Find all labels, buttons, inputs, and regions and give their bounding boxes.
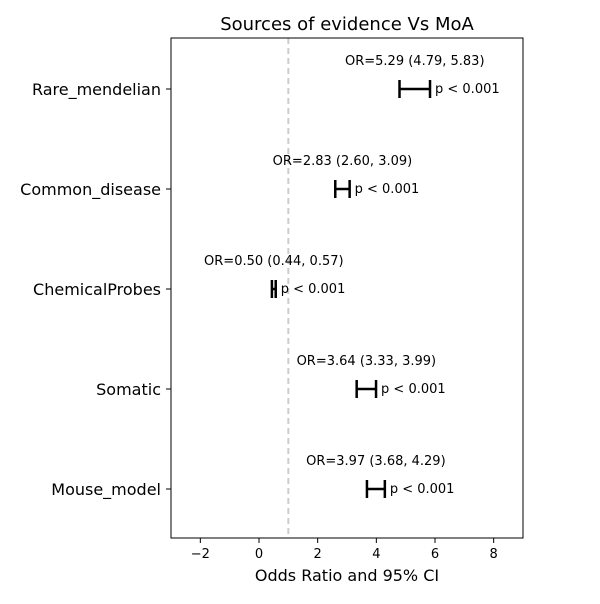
axes-frame bbox=[170, 37, 524, 539]
plot-area: −2 0 2 4 6 8 Rare_mendelian OR=5.29 (4.79, 5.83… bbox=[20, 37, 524, 562]
y-tick-label: ChemicalProbes bbox=[33, 280, 161, 299]
or-annotation: OR=3.64 (3.33, 3.99) bbox=[297, 354, 437, 369]
or-annotation: OR=2.83 (2.60, 3.09) bbox=[273, 154, 413, 169]
y-tick-label: Rare_mendelian bbox=[32, 80, 161, 100]
x-tick-label: 8 bbox=[490, 547, 498, 562]
p-value-annotation: p < 0.001 bbox=[381, 382, 446, 397]
p-value-annotation: p < 0.001 bbox=[435, 82, 500, 97]
or-annotation: OR=3.97 (3.68, 4.29) bbox=[306, 454, 446, 469]
y-tick-label: Mouse_model bbox=[51, 480, 161, 500]
x-tick-label: 0 bbox=[255, 547, 263, 562]
x-tick-label: 2 bbox=[314, 547, 322, 562]
or-annotation: OR=5.29 (4.79, 5.83) bbox=[345, 54, 485, 69]
x-tick-label: 4 bbox=[372, 547, 380, 562]
or-annotation: OR=0.50 (0.44, 0.57) bbox=[204, 254, 344, 269]
p-value-annotation: p < 0.001 bbox=[281, 282, 346, 297]
y-tick-label: Somatic bbox=[96, 380, 161, 399]
p-value-annotation: p < 0.001 bbox=[390, 482, 455, 497]
chart-title: Sources of evidence Vs MoA bbox=[220, 14, 474, 35]
y-tick-label: Common_disease bbox=[20, 180, 161, 200]
x-axis-label: Odds Ratio and 95% CI bbox=[255, 566, 439, 585]
x-tick-label: 6 bbox=[431, 547, 439, 562]
x-tick-label: −2 bbox=[191, 547, 210, 562]
p-value-annotation: p < 0.001 bbox=[355, 182, 420, 197]
